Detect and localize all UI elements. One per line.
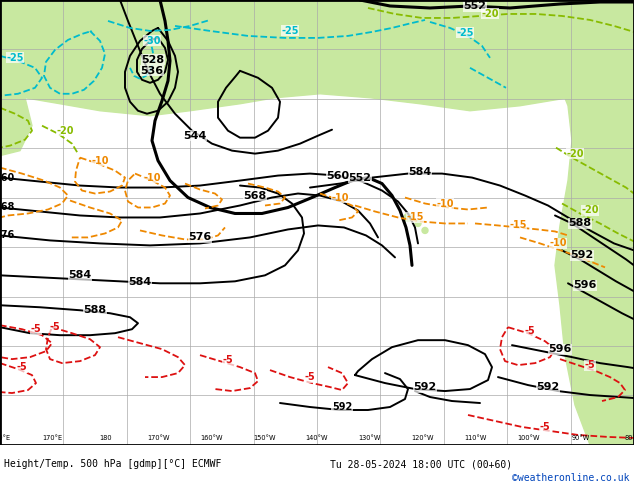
Text: 100°W: 100°W (517, 435, 540, 441)
Text: -5: -5 (223, 355, 233, 365)
Circle shape (422, 227, 428, 233)
Text: 130°W: 130°W (359, 435, 381, 441)
Text: -20: -20 (581, 205, 598, 216)
Text: -10: -10 (549, 239, 567, 248)
Text: -20: -20 (481, 9, 499, 19)
Text: -10: -10 (143, 172, 161, 183)
Text: 170°E: 170°E (42, 435, 63, 441)
Text: 592: 592 (571, 250, 593, 260)
Text: 560: 560 (327, 171, 349, 181)
Text: -25: -25 (456, 28, 474, 38)
Text: 140°W: 140°W (306, 435, 328, 441)
Text: 584: 584 (408, 167, 432, 176)
Text: 588: 588 (569, 219, 592, 228)
Text: 80°W: 80°W (625, 435, 634, 441)
Text: -5: -5 (49, 322, 60, 332)
Text: 588: 588 (84, 305, 107, 315)
Text: -10: -10 (436, 198, 454, 209)
Text: 180°E: 180°E (0, 435, 10, 441)
Text: -5: -5 (524, 326, 535, 336)
Text: -20: -20 (56, 125, 74, 136)
Text: -25: -25 (6, 53, 23, 63)
Text: -20: -20 (566, 148, 584, 159)
Circle shape (415, 220, 421, 226)
Text: 596: 596 (548, 344, 572, 354)
Text: 180: 180 (100, 435, 112, 441)
Text: ©weatheronline.co.uk: ©weatheronline.co.uk (512, 473, 630, 483)
Text: 560: 560 (0, 172, 14, 183)
Text: 584: 584 (68, 270, 92, 280)
Text: 584: 584 (128, 277, 152, 287)
Polygon shape (0, 0, 634, 116)
Text: -30: -30 (143, 36, 161, 46)
Text: 568: 568 (0, 202, 14, 213)
Polygon shape (555, 0, 634, 445)
Text: 552: 552 (463, 1, 486, 11)
Text: -25: -25 (281, 26, 299, 36)
Text: 528: 528 (141, 55, 165, 65)
Text: 592: 592 (332, 402, 352, 412)
Text: 592: 592 (413, 382, 437, 392)
Polygon shape (0, 94, 32, 156)
Text: -5: -5 (585, 360, 595, 370)
Text: 90°W: 90°W (572, 435, 590, 441)
Text: 120°W: 120°W (411, 435, 434, 441)
Text: -15: -15 (509, 220, 527, 230)
Text: 576: 576 (0, 230, 14, 241)
Text: -10: -10 (91, 156, 109, 166)
Text: 596: 596 (573, 280, 597, 290)
Text: -15: -15 (406, 213, 424, 222)
Text: -5: -5 (304, 372, 315, 382)
Text: Height/Temp. 500 hPa [gdmp][°C] ECMWF: Height/Temp. 500 hPa [gdmp][°C] ECMWF (4, 459, 221, 469)
Text: 544: 544 (183, 131, 207, 141)
Text: 160°W: 160°W (200, 435, 223, 441)
Text: 592: 592 (536, 382, 560, 392)
Text: 150°W: 150°W (253, 435, 275, 441)
Text: 170°W: 170°W (147, 435, 170, 441)
Text: 568: 568 (243, 191, 267, 200)
Text: 552: 552 (349, 172, 372, 183)
Text: -10: -10 (331, 193, 349, 202)
Text: -5: -5 (16, 362, 27, 372)
Text: -5: -5 (30, 324, 41, 334)
Text: 110°W: 110°W (464, 435, 487, 441)
Text: 536: 536 (141, 66, 164, 76)
Text: -5: -5 (540, 422, 550, 432)
Text: 576: 576 (188, 232, 212, 243)
Text: Tu 28-05-2024 18:00 UTC (00+60): Tu 28-05-2024 18:00 UTC (00+60) (330, 459, 512, 469)
Circle shape (404, 214, 412, 221)
